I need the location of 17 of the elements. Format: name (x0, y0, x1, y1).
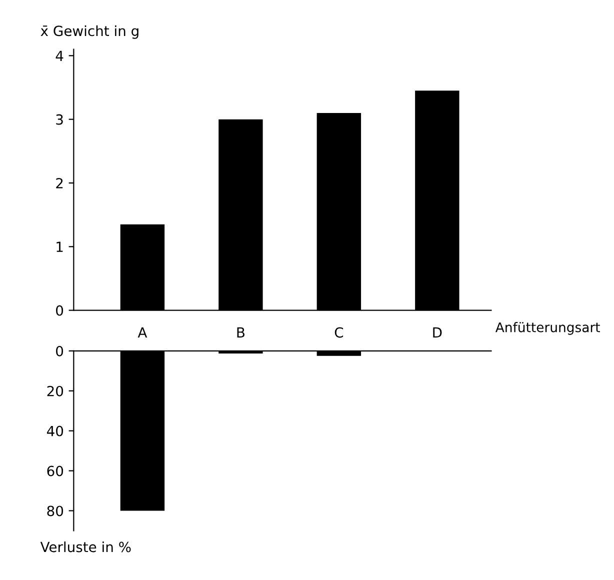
y-tick-label: 0 (56, 305, 64, 316)
y-tick-label: 4 (56, 50, 64, 61)
y-tick-label: 60 (47, 466, 64, 476)
y-tick-label: 20 (47, 386, 64, 396)
y-tick-label: 1 (56, 242, 63, 252)
x-tick-label: C (334, 327, 344, 338)
y-tick-label: 0 (56, 346, 64, 356)
x-tick-label: A (138, 327, 148, 338)
x-tick-label: B (237, 327, 244, 338)
y-axis-title: x̄ Gewicht in g (40, 25, 138, 39)
x-axis-title: Anfütterungsart (495, 322, 600, 335)
y-axis-title: Verluste in % (40, 541, 131, 552)
y-tick-label: 3 (56, 114, 63, 125)
y-tick-label: 2 (56, 178, 63, 188)
x-tick-label: D (433, 327, 442, 338)
y-tick-label: 40 (46, 426, 64, 436)
y-tick-label: 80 (47, 506, 64, 516)
